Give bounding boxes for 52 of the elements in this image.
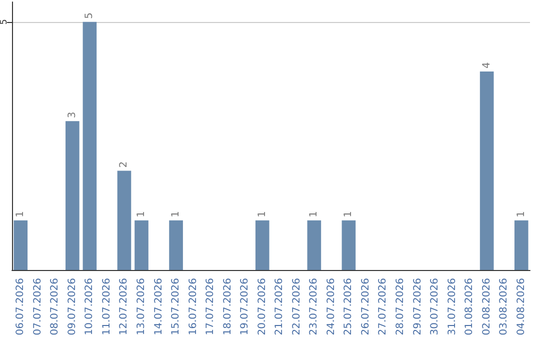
data-label: 1 xyxy=(136,210,147,218)
x-tick-label: 12.07.2026 xyxy=(118,278,130,336)
bar xyxy=(14,220,28,270)
x-tick-label: 08.07.2026 xyxy=(50,278,61,336)
data-label: 1 xyxy=(516,210,527,218)
x-tick-label: 13.07.2026 xyxy=(136,278,147,336)
data-label: 1 xyxy=(256,210,268,218)
x-tick-label: 17.07.2026 xyxy=(205,278,216,336)
x-tick-label: 09.07.2026 xyxy=(66,278,78,336)
x-tick-label: 24.07.2026 xyxy=(326,278,337,336)
x-tick-label: 14.07.2026 xyxy=(153,278,164,336)
x-tick-label: 31.07.2026 xyxy=(446,278,458,336)
bar xyxy=(66,121,80,270)
data-label: 3 xyxy=(66,112,78,118)
bar xyxy=(134,220,148,270)
x-tick-label: 16.07.2026 xyxy=(188,278,199,336)
x-tick-label: 20.07.2026 xyxy=(256,278,268,336)
x-tick-label: 22.07.2026 xyxy=(291,278,302,336)
x-tick-label: 18.07.2026 xyxy=(222,278,234,336)
x-tick-label: 23.07.2026 xyxy=(308,278,320,336)
x-tick-label: 07.07.2026 xyxy=(32,278,44,336)
x-tick-label: 30.07.2026 xyxy=(430,278,441,336)
data-label: 1 xyxy=(15,210,26,218)
x-tick-label: 03.08.2026 xyxy=(498,278,510,336)
x-tick-label: 02.08.2026 xyxy=(481,278,492,336)
x-tick-label: 29.07.2026 xyxy=(412,278,424,336)
x-tick-label: 25.07.2026 xyxy=(343,278,354,336)
x-tick-label: 15.07.2026 xyxy=(170,278,182,336)
data-label: 4 xyxy=(481,62,492,68)
bar xyxy=(255,220,270,270)
data-label: 5 xyxy=(84,12,96,19)
data-label: 1 xyxy=(308,210,320,218)
x-tick-label: 01.08.2026 xyxy=(464,278,476,336)
data-label: 2 xyxy=(118,161,130,168)
x-tick-label: 19.07.2026 xyxy=(240,278,251,336)
x-tick-label: 28.07.2026 xyxy=(395,278,406,336)
bar xyxy=(82,22,97,270)
bar xyxy=(117,170,132,270)
x-tick-label: 06.07.2026 xyxy=(15,278,26,336)
bar xyxy=(514,220,528,270)
bar xyxy=(480,71,494,270)
x-tick-label: 27.07.2026 xyxy=(378,278,389,336)
bar xyxy=(169,220,183,270)
data-label: 1 xyxy=(343,210,354,218)
x-tick-label: 04.08.2026 xyxy=(516,278,527,336)
x-tick-label: 21.07.2026 xyxy=(274,278,286,336)
x-tick-label: 10.07.2026 xyxy=(84,278,96,336)
bar xyxy=(342,220,356,270)
bar xyxy=(307,220,322,270)
data-label: 1 xyxy=(170,210,182,218)
x-tick-label: 26.07.2026 xyxy=(360,278,372,336)
x-tick-label: 11.07.2026 xyxy=(101,278,112,336)
